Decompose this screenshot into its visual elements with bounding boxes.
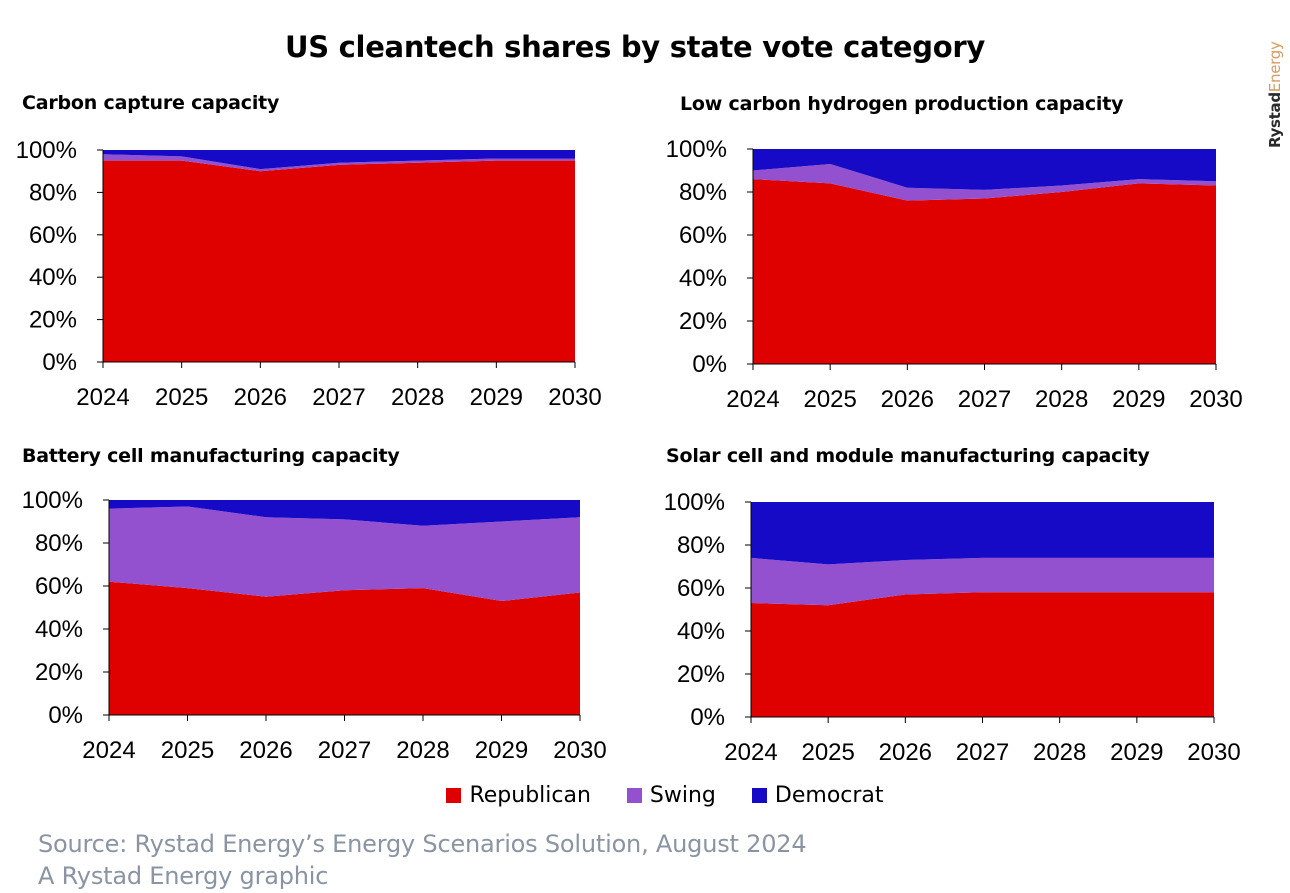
- panel-2-y-tick-label: 100%: [666, 136, 727, 163]
- panel-4-x-tick-label: 2025: [801, 739, 854, 766]
- panel-4-x-tick-label: 2028: [1033, 739, 1086, 766]
- panel-2-x-tick-label: 2025: [803, 386, 856, 413]
- panel-4-x-tick-label: 2030: [1187, 739, 1240, 766]
- credit-note: A Rystad Energy graphic: [38, 862, 329, 890]
- panel-2-area-republican: [753, 179, 1216, 364]
- panel-3-y-tick-label: 60%: [35, 573, 83, 600]
- panel-4-x-tick-label: 2024: [724, 739, 777, 766]
- panel-1-y-tick-label: 20%: [29, 307, 77, 334]
- panel-3-plot: 0% 20% 40% 60% 80% 100% 2024 2025 2026 2027 2028 20…: [22, 487, 607, 764]
- panel-3-area-republican: [109, 581, 580, 715]
- panel-4-plot: 0% 20% 40% 60% 80% 100% 2024 2025 2026 2027 2028 20…: [664, 489, 1241, 766]
- legend-swatch-swing: [626, 788, 642, 803]
- panel-4-area-democrat: [751, 502, 1214, 565]
- legend-swatch-republican: [446, 788, 462, 803]
- legend-item-republican: Republican: [446, 783, 591, 808]
- panel-1-y-tick-label: 100%: [16, 137, 77, 164]
- panel-2-area-democrat: [753, 149, 1216, 190]
- panel-2-y-tick-label: 60%: [679, 222, 727, 249]
- panel-2-y-tick-label: 20%: [679, 308, 727, 335]
- panel-2-y-tick-label: 80%: [679, 179, 727, 206]
- panel-2-x-tick-label: 2030: [1189, 386, 1242, 413]
- panel-3-x-tick-label: 2028: [396, 737, 449, 764]
- panel-1-y-tick-label: 40%: [29, 264, 77, 291]
- panel-1-x-tick-label: 2029: [470, 384, 523, 411]
- panel-1-x-tick-label: 2028: [391, 384, 444, 411]
- panel-4-y-tick-label: 60%: [677, 575, 725, 602]
- panel-1-x-tick-label: 2030: [548, 384, 601, 411]
- panel-1-x-tick-label: 2026: [234, 384, 287, 411]
- panel-4-x-tick-label: 2026: [879, 739, 932, 766]
- legend-item-swing: Swing: [626, 783, 716, 808]
- panel-3-x-tick-label: 2024: [82, 737, 135, 764]
- panel-title-carbon-capture: Carbon capture capacity: [22, 92, 280, 114]
- panel-3-y-tick-label: 80%: [35, 530, 83, 557]
- panel-2-area-swing: [753, 164, 1216, 201]
- panel-4-y-tick-label: 0%: [690, 704, 725, 731]
- panel-2-plot: 0% 20% 40% 60% 80% 100% 2024 2025 2026 2027 2028 20…: [666, 136, 1243, 413]
- legend-label-democrat: Democrat: [774, 783, 884, 808]
- panel-3-y-tick-label: 20%: [35, 659, 83, 686]
- panel-2-x-tick-label: 2026: [881, 386, 934, 413]
- panel-1-plot: 0% 20% 40% 60% 80% 100% 2024 2025 2026 2027 2028 20…: [16, 137, 602, 411]
- panel-2-x-tick-label: 2027: [958, 386, 1011, 413]
- panel-2-x-tick-label: 2028: [1035, 386, 1088, 413]
- panel-2-y-tick-label: 40%: [679, 265, 727, 292]
- panel-1-x-tick-label: 2025: [155, 384, 208, 411]
- legend: Republican Swing Democrat: [0, 783, 1290, 808]
- panel-3-x-tick-label: 2029: [475, 737, 528, 764]
- panel-3-area-swing: [109, 506, 580, 602]
- panel-3-y-tick-label: 0%: [48, 702, 83, 729]
- panel-1-x-tick-label: 2024: [76, 384, 129, 411]
- panel-3-area-democrat: [109, 500, 580, 526]
- panel-3-x-tick-label: 2030: [553, 737, 606, 764]
- panel-4-x-tick-label: 2029: [1110, 739, 1163, 766]
- panel-1-y-tick-label: 0%: [42, 349, 77, 376]
- panel-title-solar: Solar cell and module manufacturing capa…: [666, 445, 1150, 467]
- legend-label-swing: Swing: [649, 783, 716, 808]
- panel-1-y-tick-label: 60%: [29, 222, 77, 249]
- panel-4-y-tick-label: 40%: [677, 618, 725, 645]
- panel-2-x-tick-label: 2029: [1112, 386, 1165, 413]
- panel-1-x-tick-label: 2027: [312, 384, 365, 411]
- panel-4-area-republican: [751, 592, 1214, 717]
- panel-2-y-tick-label: 0%: [692, 351, 727, 378]
- panel-4-y-tick-label: 80%: [677, 532, 725, 559]
- panel-3-x-tick-label: 2025: [161, 737, 214, 764]
- panel-4-y-tick-label: 20%: [677, 661, 725, 688]
- panel-title-battery: Battery cell manufacturing capacity: [22, 445, 400, 467]
- legend-item-democrat: Democrat: [751, 783, 884, 808]
- panel-3-y-tick-label: 100%: [22, 487, 83, 514]
- panel-3-x-tick-label: 2026: [239, 737, 292, 764]
- panel-1-area-republican: [103, 160, 575, 362]
- panel-4-y-tick-label: 100%: [664, 489, 725, 516]
- panel-title-hydrogen: Low carbon hydrogen production capacity: [680, 93, 1124, 115]
- panel-3-x-tick-label: 2027: [318, 737, 371, 764]
- legend-label-republican: Republican: [469, 783, 591, 808]
- source-note: Source: Rystad Energy’s Energy Scenarios…: [38, 830, 807, 858]
- legend-swatch-democrat: [751, 788, 767, 803]
- panel-1-area-democrat: [103, 150, 575, 170]
- panel-3-y-tick-label: 40%: [35, 616, 83, 643]
- panel-4-x-tick-label: 2027: [956, 739, 1009, 766]
- panel-2-x-tick-label: 2024: [726, 386, 779, 413]
- chart-title: US cleantech shares by state vote catego…: [285, 30, 985, 64]
- panel-4-area-swing: [751, 557, 1214, 606]
- panel-1-y-tick-label: 80%: [29, 179, 77, 206]
